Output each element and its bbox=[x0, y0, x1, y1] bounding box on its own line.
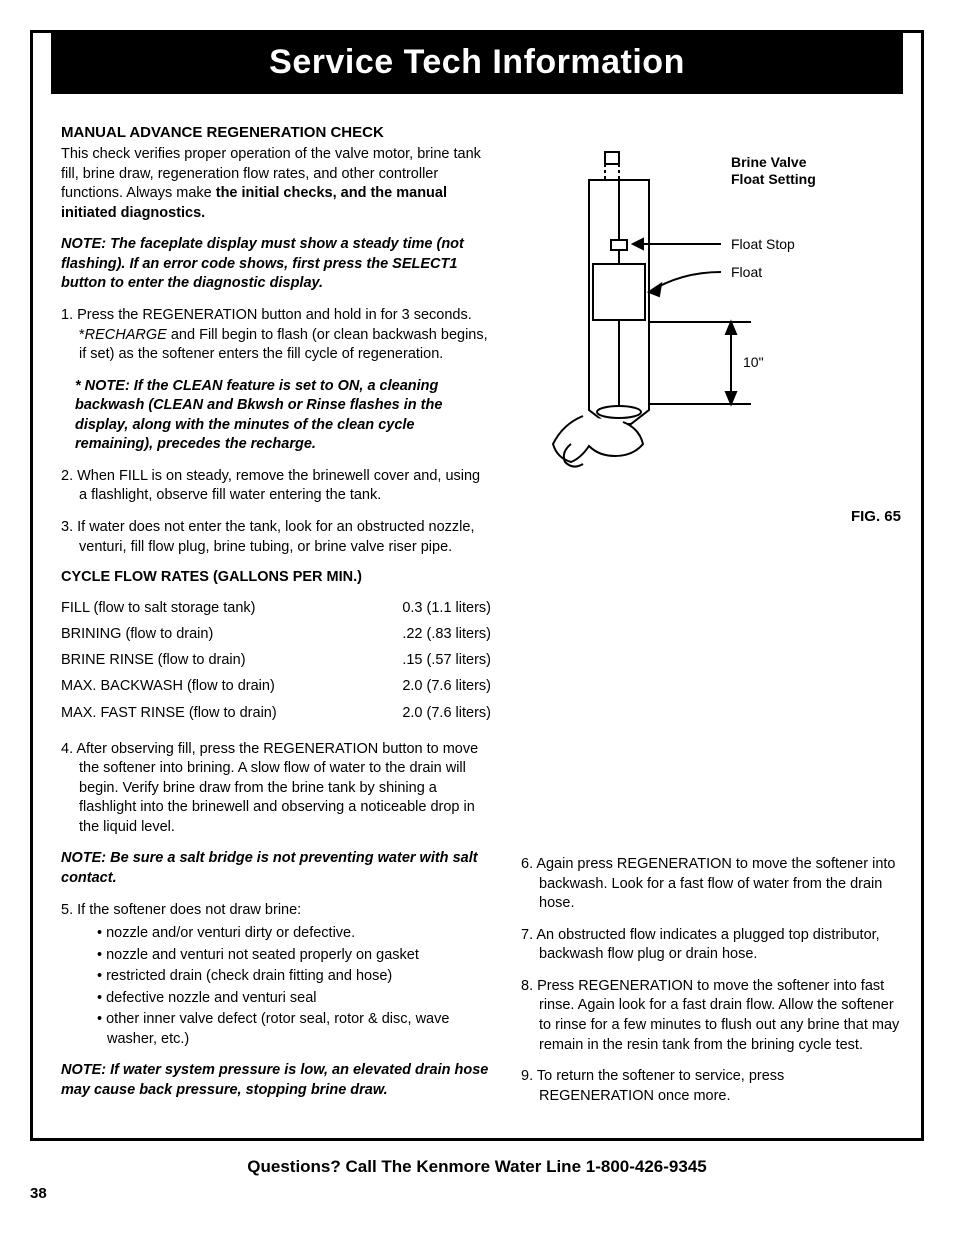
flow-label: MAX. BACKWASH (flow to drain) bbox=[61, 673, 275, 699]
label-dimension: 10" bbox=[743, 354, 764, 370]
right-column: Brine Valve Float Setting Float Stop Flo… bbox=[521, 124, 901, 1118]
step-2: 2. When FILL is on steady, remove the br… bbox=[61, 467, 491, 506]
note-1: NOTE: The faceplate display must show a … bbox=[61, 235, 491, 294]
flow-row: BRINING (flow to drain) .22 (.83 liters) bbox=[61, 621, 491, 647]
bullet-item: • other inner valve defect (rotor seal, … bbox=[97, 1010, 491, 1049]
flow-row: MAX. BACKWASH (flow to drain) 2.0 (7.6 li… bbox=[61, 673, 491, 699]
flow-label: BRINE RINSE (flow to drain) bbox=[61, 647, 246, 673]
note-3: NOTE: Be sure a salt bridge is not preve… bbox=[61, 849, 491, 888]
bullet-item: • defective nozzle and venturi seal bbox=[97, 989, 491, 1009]
step-3: 3. If water does not enter the tank, loo… bbox=[61, 518, 491, 557]
brine-valve-diagram bbox=[521, 144, 901, 484]
bullet-item: • nozzle and venturi not seated properly… bbox=[97, 946, 491, 966]
flow-label: FILL (flow to salt storage tank) bbox=[61, 595, 256, 621]
flow-value: 0.3 (1.1 liters) bbox=[402, 595, 491, 621]
flow-rates-table: FILL (flow to salt storage tank) 0.3 (1.1… bbox=[61, 595, 491, 725]
step-5-intro: 5. If the softener does not draw brine: bbox=[61, 901, 491, 921]
section-heading: MANUAL ADVANCE REGENERATION CHECK bbox=[61, 124, 491, 141]
note-2: * NOTE: If the CLEAN feature is set to O… bbox=[61, 377, 491, 455]
page-frame: Service Tech Information MANUAL ADVANCE … bbox=[30, 30, 924, 1141]
left-column: MANUAL ADVANCE REGENERATION CHECK This c… bbox=[61, 124, 491, 1118]
label-float-stop: Float Stop bbox=[731, 236, 795, 252]
step-1: 1. Press the REGENERATION button and hol… bbox=[61, 306, 491, 365]
note-4: NOTE: If water system pressure is low, a… bbox=[61, 1061, 491, 1100]
step-9: 9. To return the softener to service, pr… bbox=[521, 1067, 901, 1106]
fig-title-line2: Float Setting bbox=[731, 171, 816, 187]
label-float: Float bbox=[731, 264, 762, 280]
flow-row: FILL (flow to salt storage tank) 0.3 (1.1… bbox=[61, 595, 491, 621]
flow-row: MAX. FAST RINSE (flow to drain) 2.0 (7.6 … bbox=[61, 700, 491, 726]
footer-text: Questions? Call The Kenmore Water Line 1… bbox=[30, 1157, 924, 1177]
flow-value: 2.0 (7.6 liters) bbox=[402, 673, 491, 699]
step-5-list: • nozzle and/or venturi dirty or defecti… bbox=[61, 924, 491, 1049]
step1-b: RECHARGE bbox=[85, 327, 167, 343]
step-7: 7. An obstructed flow indicates a plugge… bbox=[521, 926, 901, 965]
fig-title-line1: Brine Valve bbox=[731, 154, 807, 170]
flow-rates-heading: CYCLE FLOW RATES (GALLONS PER MIN.) bbox=[61, 569, 491, 585]
bullet-item: • nozzle and/or venturi dirty or defecti… bbox=[97, 924, 491, 944]
bullet-item: • restricted drain (check drain fitting … bbox=[97, 967, 491, 987]
figure-title: Brine Valve Float Setting bbox=[731, 154, 816, 188]
flow-value: .22 (.83 liters) bbox=[402, 621, 491, 647]
page-title: Service Tech Information bbox=[51, 43, 903, 82]
figure-caption: FIG. 65 bbox=[521, 508, 901, 525]
flow-label: BRINING (flow to drain) bbox=[61, 621, 213, 647]
right-steps: 6. Again press REGENERATION to move the … bbox=[521, 855, 901, 1106]
flow-label: MAX. FAST RINSE (flow to drain) bbox=[61, 700, 277, 726]
step-8: 8. Press REGENERATION to move the soften… bbox=[521, 977, 901, 1055]
page-number: 38 bbox=[30, 1185, 924, 1202]
intro-paragraph: This check verifies proper operation of … bbox=[61, 145, 491, 223]
title-bar: Service Tech Information bbox=[51, 33, 903, 94]
flow-row: BRINE RINSE (flow to drain) .15 (.57 lite… bbox=[61, 647, 491, 673]
flow-value: .15 (.57 liters) bbox=[402, 647, 491, 673]
flow-value: 2.0 (7.6 liters) bbox=[402, 700, 491, 726]
content-area: MANUAL ADVANCE REGENERATION CHECK This c… bbox=[33, 94, 921, 1138]
figure-65: Brine Valve Float Setting Float Stop Flo… bbox=[521, 144, 901, 504]
step-4: 4. After observing fill, press the REGEN… bbox=[61, 740, 491, 838]
step-6: 6. Again press REGENERATION to move the … bbox=[521, 855, 901, 914]
